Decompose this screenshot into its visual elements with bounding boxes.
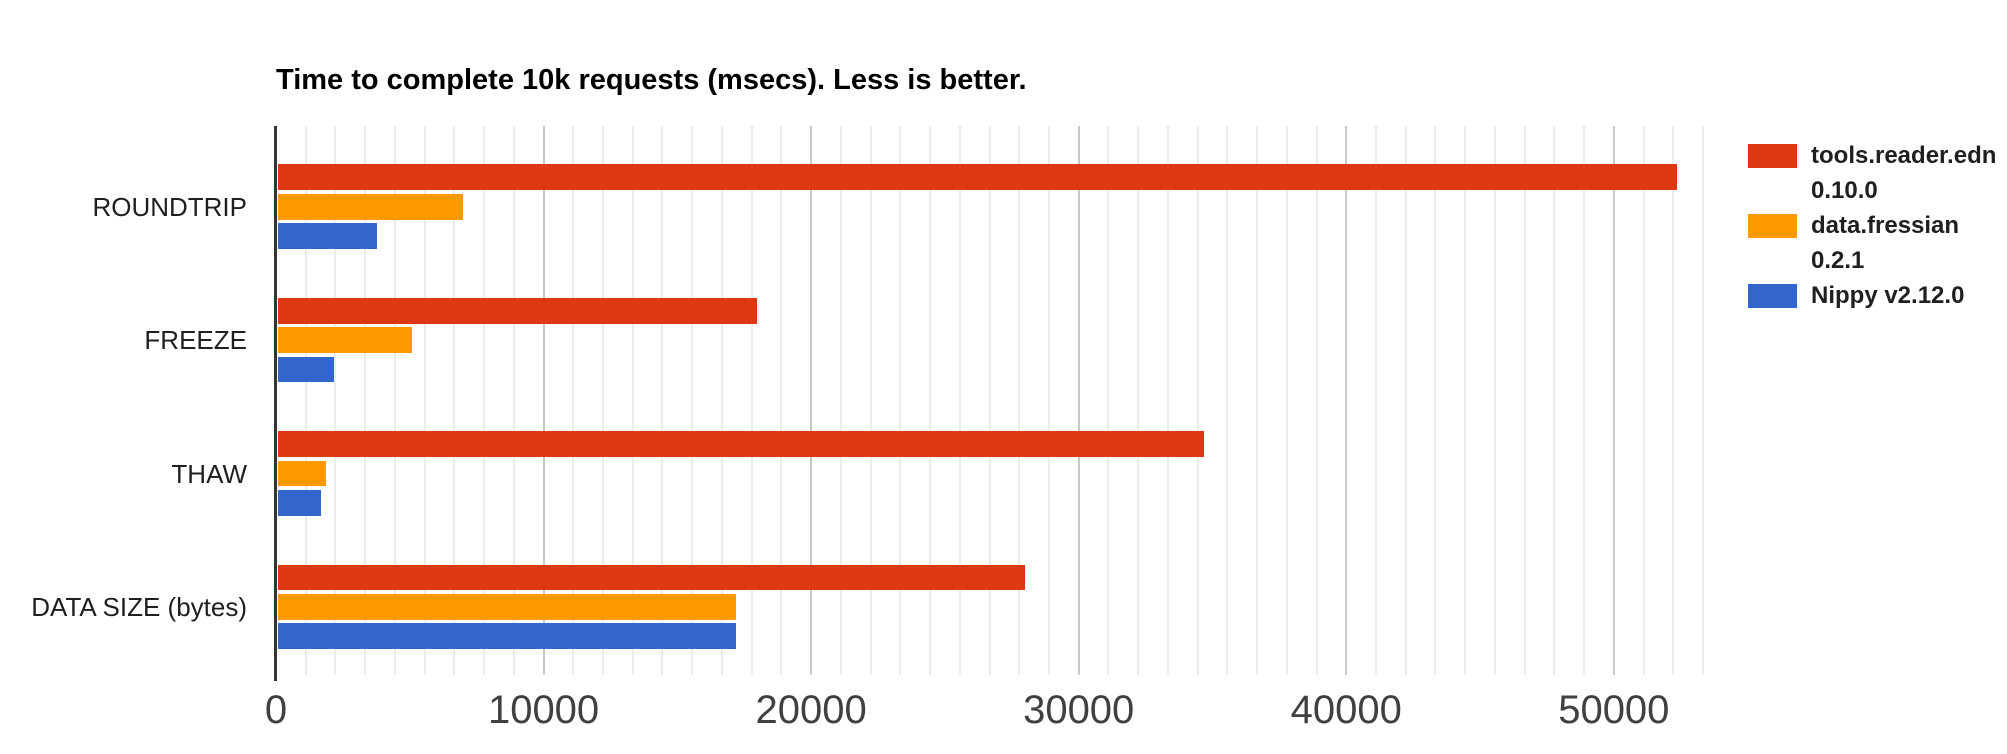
minor-gridline — [750, 126, 753, 675]
minor-gridline — [512, 126, 515, 675]
plot-area — [276, 126, 1704, 675]
minor-gridline — [929, 126, 932, 675]
bar-thaw-tools.reader.edn-0.10.0[interactable] — [278, 431, 1204, 457]
minor-gridline — [1137, 126, 1140, 675]
x-tick-label-50000: 50000 — [1558, 688, 1670, 732]
bar-data-size-bytes-nippy-v2.12.0[interactable] — [278, 623, 736, 650]
minor-gridline — [1374, 126, 1377, 675]
category-label-roundtrip: ROUNDTRIP — [92, 191, 247, 222]
legend-item-nippy-v2.12.0: Nippy v2.12.0 — [1748, 278, 1996, 313]
minor-gridline — [572, 126, 575, 675]
legend-label: data.fressian 0.2.1 — [1811, 212, 1960, 274]
minor-gridline — [631, 126, 634, 675]
minor-gridline — [364, 126, 367, 675]
minor-gridline — [304, 126, 307, 675]
minor-gridline — [1702, 126, 1704, 675]
x-tick-label-10000: 10000 — [487, 688, 600, 732]
minor-gridline — [1553, 126, 1556, 675]
legend-item-data.fressian-0.2.1: data.fressian 0.2.1 — [1748, 208, 1996, 278]
minor-gridline — [1166, 126, 1169, 675]
minor-gridline — [423, 126, 426, 675]
minor-gridline — [334, 126, 337, 675]
minor-gridline — [1434, 126, 1437, 675]
minor-gridline — [1464, 126, 1467, 675]
chart-title: Time to complete 10k requests (msecs). L… — [276, 64, 1027, 96]
minor-gridline — [453, 126, 456, 675]
minor-gridline — [1315, 126, 1318, 675]
major-gridline — [1612, 126, 1615, 675]
minor-gridline — [1196, 126, 1199, 675]
minor-gridline — [1107, 126, 1110, 675]
minor-gridline — [602, 126, 605, 675]
minor-gridline — [1523, 126, 1526, 675]
bar-freeze-tools.reader.edn-0.10.0[interactable] — [278, 297, 757, 324]
x-tick-label-0: 0 — [264, 688, 288, 732]
minor-gridline — [393, 126, 396, 675]
minor-gridline — [1285, 126, 1288, 675]
legend-swatch-tools.reader.edn-0.10.0 — [1748, 144, 1797, 168]
minor-gridline — [780, 126, 783, 675]
legend: tools.reader.edn 0.10.0 data.fressian 0.2.1… — [1748, 138, 1996, 313]
minor-gridline — [1672, 126, 1675, 675]
minor-gridline — [483, 126, 486, 675]
x-tick-label-40000: 40000 — [1290, 688, 1402, 732]
minor-gridline — [1642, 126, 1645, 675]
minor-gridline — [839, 126, 842, 675]
minor-gridline — [988, 126, 991, 675]
major-gridline — [542, 126, 545, 675]
minor-gridline — [1047, 126, 1050, 675]
bar-data-size-bytes-tools.reader.edn-0.10.0[interactable] — [278, 564, 1025, 591]
x-tick-label-20000: 20000 — [755, 688, 867, 732]
minor-gridline — [1404, 126, 1407, 675]
bar-data-size-bytes-data.fressian-0.2.1[interactable] — [278, 594, 736, 620]
x-tick-label-30000: 30000 — [1023, 688, 1135, 732]
category-label-freeze: FREEZE — [144, 325, 247, 356]
major-gridline — [1077, 126, 1080, 675]
minor-gridline — [720, 126, 723, 675]
major-gridline — [810, 126, 813, 675]
category-label-thaw: THAW — [171, 458, 247, 489]
bar-thaw-data.fressian-0.2.1[interactable] — [278, 460, 327, 487]
legend-label: tools.reader.edn 0.10.0 — [1811, 142, 1997, 204]
minor-gridline — [661, 126, 664, 675]
bar-freeze-data.fressian-0.2.1[interactable] — [278, 327, 412, 353]
minor-gridline — [1256, 126, 1259, 675]
y-axis-baseline — [274, 126, 277, 681]
bar-freeze-nippy-v2.12.0[interactable] — [278, 356, 335, 383]
legend-swatch-nippy-v2.12.0 — [1748, 284, 1797, 308]
minor-gridline — [1226, 126, 1229, 675]
minor-gridline — [1493, 126, 1496, 675]
bar-roundtrip-data.fressian-0.2.1[interactable] — [278, 193, 463, 220]
minor-gridline — [691, 126, 694, 675]
category-label-data-size-bytes: DATA SIZE (bytes) — [31, 591, 247, 622]
minor-gridline — [1583, 126, 1586, 675]
bar-thaw-nippy-v2.12.0[interactable] — [278, 490, 321, 516]
major-gridline — [1345, 126, 1348, 675]
legend-item-tools.reader.edn-0.10.0: tools.reader.edn 0.10.0 — [1748, 138, 1996, 208]
minor-gridline — [869, 126, 872, 675]
minor-gridline — [958, 126, 961, 675]
legend-swatch-data.fressian-0.2.1 — [1748, 214, 1797, 238]
legend-label: Nippy v2.12.0 — [1811, 282, 1965, 309]
minor-gridline — [1018, 126, 1021, 675]
minor-gridline — [899, 126, 902, 675]
bar-roundtrip-tools.reader.edn-0.10.0[interactable] — [278, 164, 1678, 191]
bar-roundtrip-nippy-v2.12.0[interactable] — [278, 223, 377, 249]
